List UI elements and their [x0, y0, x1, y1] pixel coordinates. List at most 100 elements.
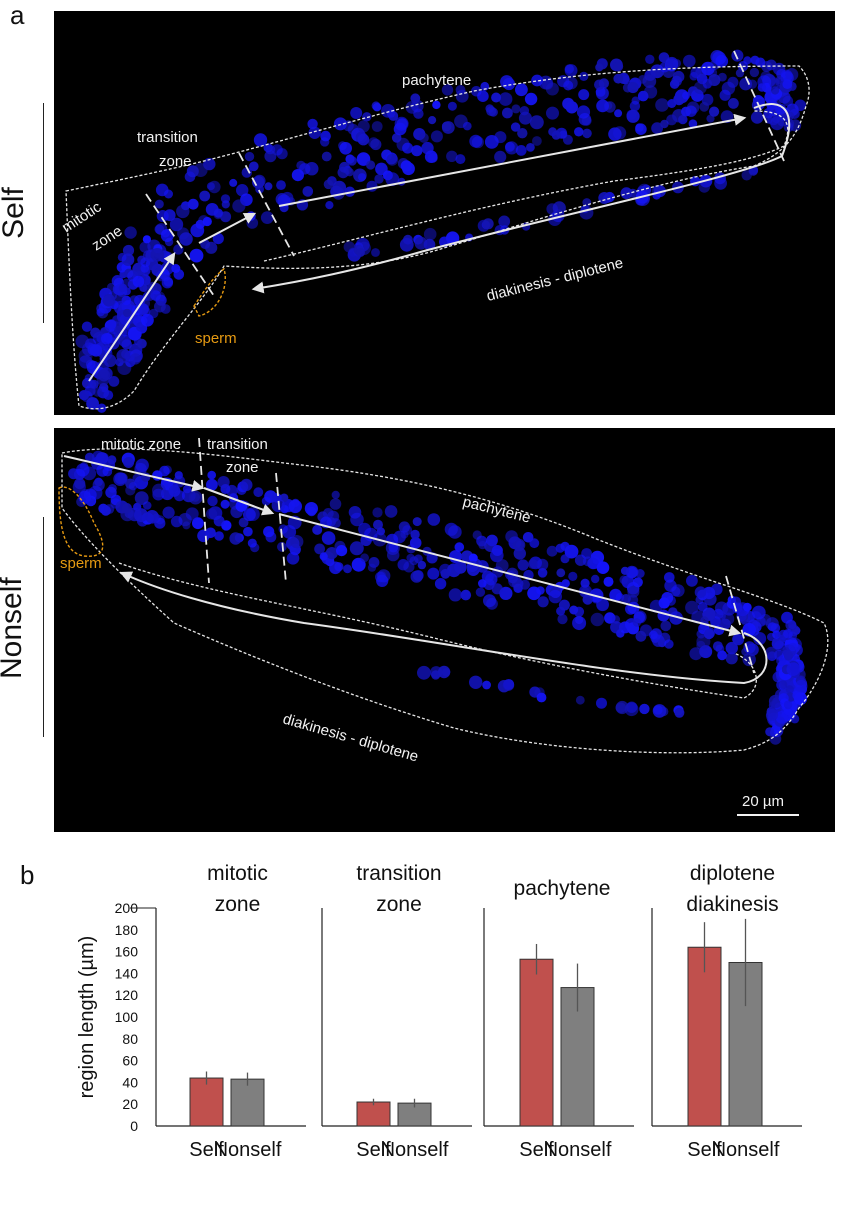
nucleus	[767, 632, 776, 642]
nonself-boundary-mitotic	[198, 437, 210, 584]
nucleus	[124, 226, 137, 239]
nucleus	[253, 487, 264, 498]
bar-self	[687, 946, 722, 1127]
nucleus	[686, 574, 698, 587]
nucleus	[498, 92, 513, 106]
nucleus	[89, 379, 99, 389]
nucleus	[742, 602, 752, 612]
y-tick-label: 120	[115, 987, 139, 1003]
nucleus	[792, 690, 803, 701]
nonself-boundary-transition	[275, 472, 287, 584]
nucleus	[372, 507, 383, 518]
nucleus	[596, 598, 609, 612]
nucleus	[185, 507, 199, 521]
nucleus	[205, 241, 218, 254]
self-label-mitotic-1: mitotic	[59, 198, 105, 236]
nucleus	[163, 277, 174, 287]
self-arrow-transition	[198, 212, 257, 244]
y-tick-label: 160	[115, 944, 139, 960]
nucleus	[735, 68, 745, 78]
nucleus	[765, 727, 775, 737]
nucleus	[152, 483, 166, 498]
nucleus	[753, 632, 767, 645]
nonself-label-pachytene: pachytene	[461, 493, 532, 526]
nucleus	[621, 75, 630, 85]
nucleus	[307, 118, 318, 130]
nucleus	[682, 91, 691, 100]
nucleus	[427, 513, 441, 526]
nucleus	[522, 532, 534, 543]
nucleus	[574, 127, 584, 137]
nucleus	[661, 592, 674, 604]
nucleus	[192, 517, 204, 530]
nucleus	[197, 529, 210, 543]
nucleus	[717, 650, 727, 661]
nucleus	[664, 639, 674, 649]
nucleus	[78, 490, 92, 504]
nucleus	[412, 517, 422, 527]
nucleus	[441, 84, 454, 96]
nucleus	[247, 538, 257, 548]
nucleus	[563, 80, 574, 91]
nucleus	[207, 495, 218, 507]
nucleus	[578, 89, 590, 101]
nucleus	[244, 151, 255, 162]
nucleus	[350, 512, 364, 527]
nucleus	[598, 192, 611, 204]
nucleus	[265, 144, 276, 155]
nucleus	[771, 86, 780, 95]
nucleus	[750, 111, 764, 124]
nucleus	[427, 567, 440, 580]
nucleus	[123, 457, 135, 468]
nucleus	[582, 556, 593, 567]
nucleus	[304, 502, 318, 516]
nucleus	[241, 167, 252, 178]
nucleus	[480, 81, 490, 91]
nucleus	[84, 452, 95, 463]
nucleus	[527, 559, 538, 570]
nucleus	[482, 680, 491, 690]
nucleus	[579, 205, 594, 220]
nucleus	[337, 166, 349, 179]
nucleus	[635, 569, 645, 578]
nucleus	[775, 76, 784, 85]
nucleus	[620, 566, 630, 575]
nucleus	[486, 106, 497, 117]
nucleus	[455, 154, 466, 165]
nucleus	[627, 81, 639, 94]
nucleus	[703, 628, 715, 640]
nucleus	[217, 476, 230, 489]
nucleus	[360, 553, 369, 563]
nucleus	[511, 104, 521, 114]
nucleus	[447, 101, 457, 111]
nucleus	[781, 611, 793, 624]
nucleus	[75, 334, 90, 349]
nucleus	[708, 74, 721, 86]
nucleus	[672, 59, 682, 68]
nucleus	[620, 187, 633, 200]
nucleus	[770, 116, 785, 131]
nucleus	[243, 508, 256, 522]
nucleus	[683, 54, 696, 68]
nucleus	[333, 117, 347, 131]
nucleus	[581, 548, 592, 559]
nucleus	[96, 464, 109, 477]
nucleus	[402, 525, 413, 536]
nucleus	[101, 333, 113, 345]
nucleus	[135, 458, 149, 472]
nonself-label-diakinesis: diakinesis - diplotene	[281, 711, 420, 766]
nucleus	[536, 558, 549, 571]
bar-self	[519, 958, 554, 1127]
nucleus	[432, 100, 441, 110]
nucleus	[517, 559, 529, 571]
nucleus	[671, 75, 682, 87]
nucleus	[107, 455, 117, 465]
nucleus	[642, 74, 657, 88]
nucleus	[193, 163, 208, 177]
nucleus	[649, 630, 658, 640]
nucleus	[402, 142, 414, 154]
nucleus	[515, 145, 527, 156]
nucleus	[575, 615, 584, 625]
nucleus	[286, 552, 300, 565]
nucleus	[580, 578, 590, 588]
